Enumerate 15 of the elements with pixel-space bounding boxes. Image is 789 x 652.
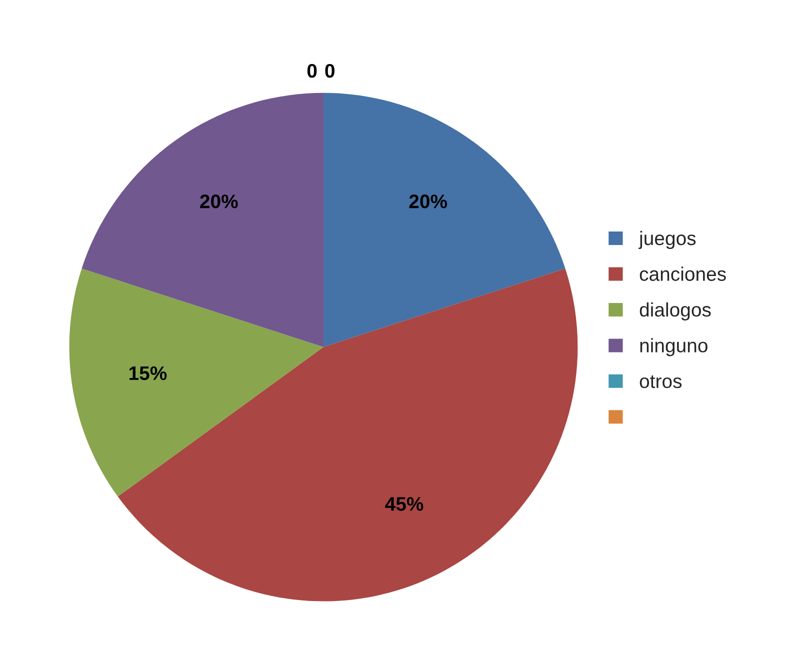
pie-slice	[82, 92, 324, 348]
data-label: 20%	[200, 194, 238, 208]
data-label: 15%	[129, 366, 167, 380]
data-label: 20%	[409, 194, 448, 208]
text: 0	[325, 64, 334, 78]
pie-slice	[69, 268, 324, 496]
legend-label: canciones	[640, 266, 726, 281]
data-label: 45%	[385, 497, 424, 511]
legend-label: otros	[640, 375, 682, 388]
pie-slice	[118, 268, 578, 602]
text: 0	[307, 64, 317, 78]
legend-label: ninguno	[640, 338, 708, 356]
legend-label: dialogos	[640, 302, 711, 321]
legend-label: juegos	[638, 230, 696, 250]
pie-slice	[323, 92, 566, 348]
